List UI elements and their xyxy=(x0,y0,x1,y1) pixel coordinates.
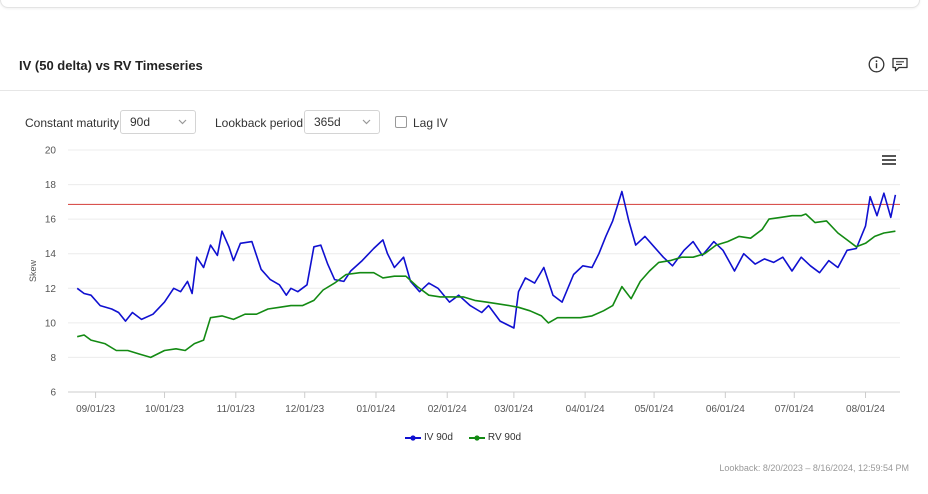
y-tick-label: 18 xyxy=(45,180,57,191)
header-divider xyxy=(0,90,928,91)
maturity-label: Constant maturity xyxy=(25,116,120,130)
x-tick-label: 10/01/23 xyxy=(145,404,184,415)
x-tick-label: 07/01/24 xyxy=(775,404,814,415)
chart-menu-icon[interactable] xyxy=(882,155,896,167)
lookback-value: 365d xyxy=(314,115,341,129)
legend-label-iv: IV 90d xyxy=(424,432,453,443)
x-tick-label: 04/01/24 xyxy=(566,404,605,415)
x-tick-label: 09/01/23 xyxy=(76,404,115,415)
iv-rv-chart: 6 8 10 12 14 16 18 20 Skew 09/01/23 10/01/23 11/01/… xyxy=(28,146,900,415)
y-tick-label: 8 xyxy=(50,353,56,364)
rv-legend-marker xyxy=(468,434,485,441)
y-tick-label: 12 xyxy=(45,284,57,295)
info-icon[interactable] xyxy=(868,56,885,73)
x-tick-label: 11/01/23 xyxy=(217,404,256,415)
previous-card xyxy=(0,0,920,8)
lag-iv-checkbox[interactable] xyxy=(395,116,407,128)
legend-item-iv[interactable]: IV 90d xyxy=(405,432,453,443)
iv-series-line xyxy=(76,190,897,329)
x-tick-label: 02/01/24 xyxy=(428,404,467,415)
x-tick-label: 08/01/24 xyxy=(846,404,885,415)
chevron-down-icon xyxy=(362,119,371,125)
x-tick-label: 06/01/24 xyxy=(706,404,745,415)
y-tick-label: 20 xyxy=(45,146,57,157)
chevron-down-icon xyxy=(178,119,187,125)
comment-icon[interactable] xyxy=(891,56,908,73)
legend-label-rv: RV 90d xyxy=(487,432,522,443)
y-tick-label: 10 xyxy=(45,318,57,329)
lag-iv-label: Lag IV xyxy=(413,116,448,130)
y-tick-label: 14 xyxy=(45,249,57,260)
iv-legend-marker xyxy=(405,434,421,441)
lookback-select[interactable]: 365d xyxy=(304,110,380,134)
chart-title: IV (50 delta) vs RV Timeseries xyxy=(19,58,203,73)
y-axis-label: Skew xyxy=(28,259,38,282)
y-tick-label: 6 xyxy=(50,388,56,399)
rv-series-line xyxy=(77,213,896,359)
maturity-select[interactable]: 90d xyxy=(120,110,196,134)
x-tick-label: 12/01/23 xyxy=(285,404,324,415)
x-tick-label: 01/01/24 xyxy=(357,404,396,415)
chart-legend: IV 90d RV 90d xyxy=(405,432,521,443)
legend-item-rv[interactable]: RV 90d xyxy=(468,432,522,443)
lookback-label: Lookback period xyxy=(215,116,304,130)
lookback-note: Lookback: 8/20/2023 – 8/16/2024, 12:59:5… xyxy=(719,463,909,473)
header-actions xyxy=(868,56,908,73)
y-tick-label: 16 xyxy=(45,215,57,226)
x-tick-label: 03/01/24 xyxy=(494,404,533,415)
maturity-value: 90d xyxy=(130,115,151,129)
x-tick-label: 05/01/24 xyxy=(635,404,674,415)
